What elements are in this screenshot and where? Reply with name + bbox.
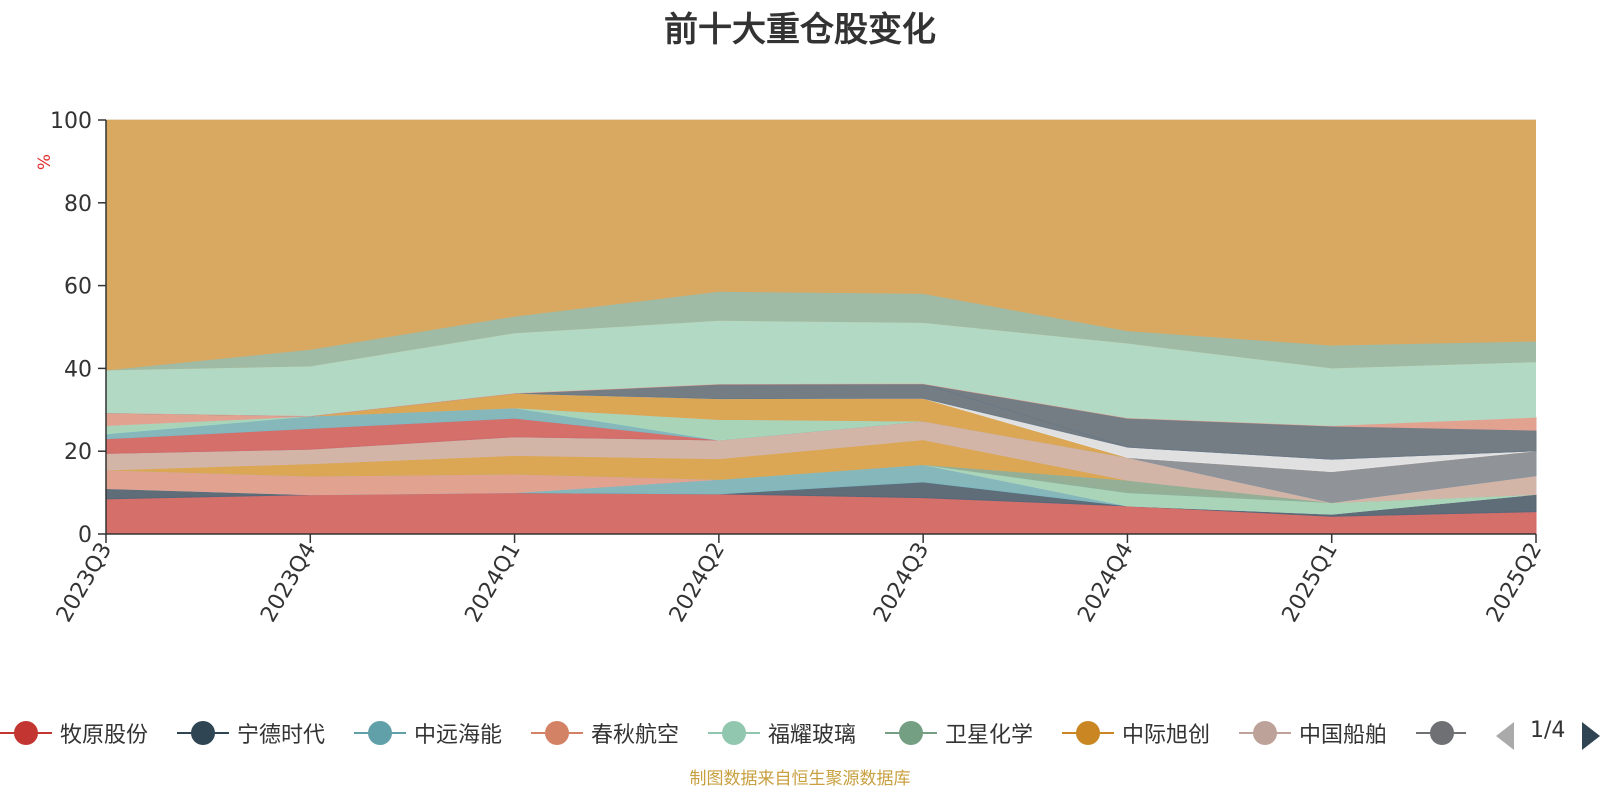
legend-item-5[interactable]: 卫星化学 [885,716,1033,750]
x-tick-label-0: 2023Q3 [52,539,117,627]
legend-item-8[interactable] [1416,716,1466,750]
legend-label: 中际旭创 [1122,723,1211,748]
area-series-layer [105,120,1537,535]
chart-title: 前十大重仓股变化 [664,10,936,50]
legend-label: 中远海能 [414,723,503,748]
y-tick-label-0: 0 [78,523,92,548]
legend-item-2[interactable]: 中远海能 [354,716,502,750]
legend-item-6[interactable]: 中际旭创 [1062,716,1210,750]
legend-marker-icon [1416,721,1466,745]
legend-marker-icon [885,721,937,745]
area-band-upper [106,291,1536,371]
legend: 牧原股份 宁德时代 中远海能 春秋航空 福耀玻璃 卫星化学 中际旭创 中国船舶 [0,716,1600,756]
legend-item-3[interactable]: 春秋航空 [531,716,679,750]
legend-label: 福耀玻璃 [768,723,857,748]
legend-item-0[interactable]: 牧原股份 [0,716,148,750]
legend-marker-icon [0,721,52,745]
area-series-17 [105,383,1537,431]
legend-items-viewport: 牧原股份 宁德时代 中远海能 春秋航空 福耀玻璃 卫星化学 中际旭创 中国船舶 [0,716,1466,756]
y-axis-label: % [35,154,55,170]
x-tick-label-4: 2024Q3 [869,539,934,627]
legend-marker-icon [1239,721,1291,745]
legend-page-indicator: 1/4 [1530,718,1566,743]
x-tick-label-5: 2024Q4 [1073,539,1138,627]
legend-label: 宁德时代 [237,723,326,748]
y-tick-label-1: 20 [64,440,92,465]
y-tick-label-3: 60 [64,275,92,300]
legend-label: 卫星化学 [945,723,1034,748]
legend-marker-icon [177,721,229,745]
source-note: 制图数据来自恒生聚源数据库 [689,769,911,789]
legend-marker-icon [708,721,760,745]
y-tick-label-4: 80 [64,192,92,217]
legend-marker-icon [1062,721,1114,745]
y-tick-label-5: 100 [50,109,92,134]
legend-item-4[interactable]: 福耀玻璃 [708,716,856,750]
legend-pager: 1/4 [1496,718,1600,752]
legend-prev-page-icon[interactable] [1496,722,1514,750]
legend-next-page-icon[interactable] [1582,722,1600,750]
legend-item-7[interactable]: 中国船舶 [1239,716,1387,750]
legend-label: 春秋航空 [591,723,680,748]
legend-label: 牧原股份 [60,723,149,748]
x-tick-label-2: 2024Q1 [460,539,525,627]
x-tick-label-3: 2024Q2 [665,539,730,627]
x-tick-label-1: 2023Q4 [256,539,321,627]
legend-label: 中国船舶 [1299,723,1388,748]
legend-marker-icon [354,721,406,745]
area-band-lower [106,320,1536,426]
legend-marker-icon [531,721,583,745]
y-tick-label-2: 40 [64,357,92,382]
stacked-area-chart: 0 20 40 60 80 100 2023Q3 2023Q4 2024Q1 2024Q2 2024… [35,109,1547,627]
legend-item-1[interactable]: 宁德时代 [177,716,325,750]
x-tick-label-7: 2025Q2 [1482,539,1547,627]
x-tick-label-6: 2025Q1 [1278,539,1343,627]
